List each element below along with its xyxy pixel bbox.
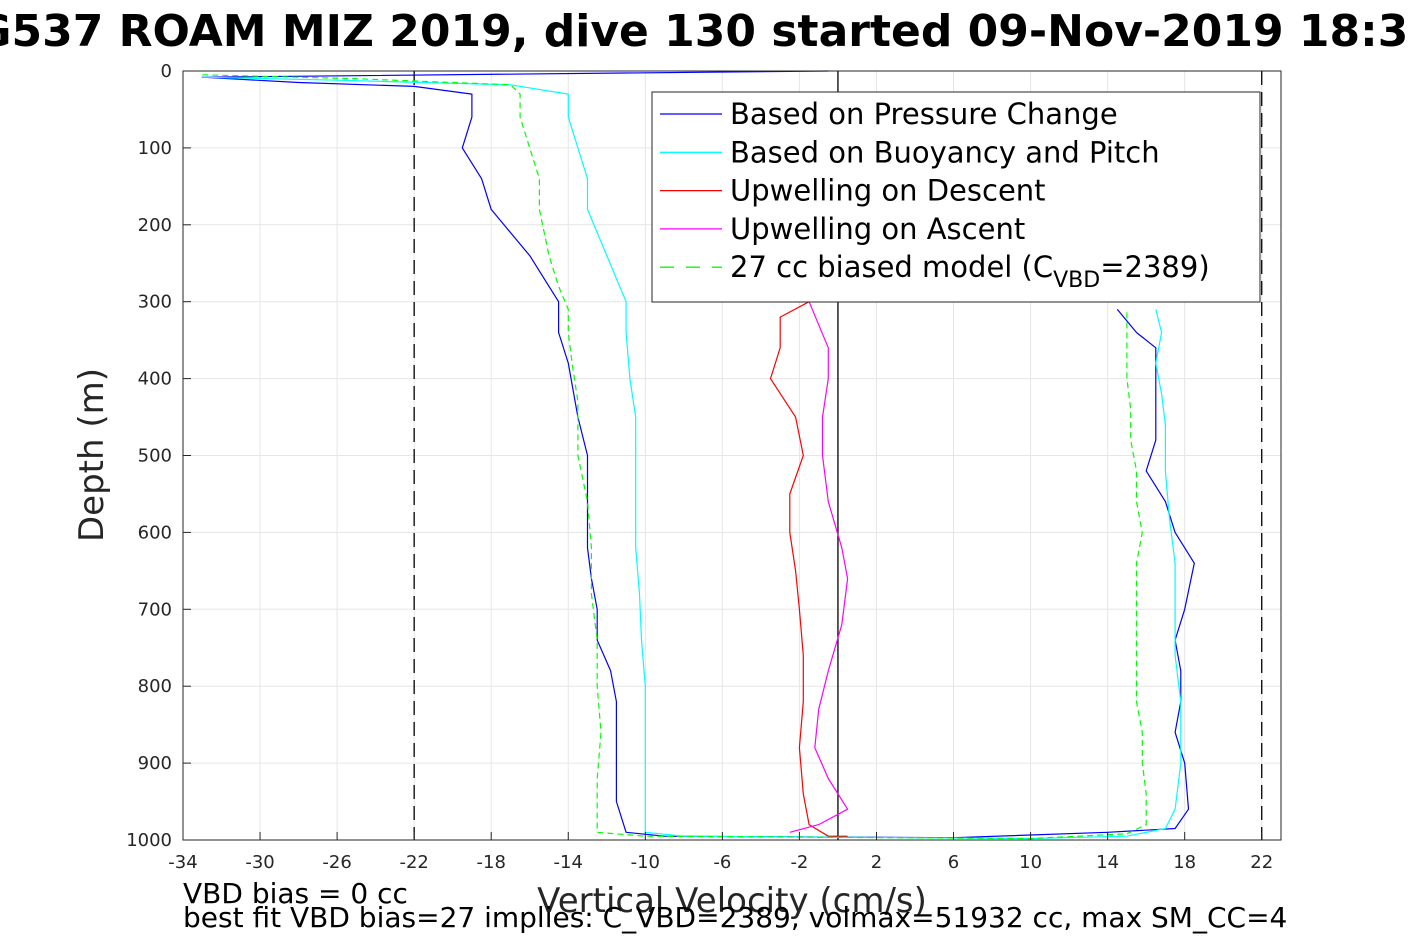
y-tick-label: 500 [138,446,172,467]
x-tick-label: -14 [554,852,583,873]
legend-label: Based on Pressure Change [730,97,1118,131]
x-tick-label: -34 [168,852,197,873]
x-axis-label: Vertical Velocity (cm/s) [537,881,927,921]
y-axis-label: Depth (m) [72,368,112,542]
legend-label: Based on Buoyancy and Pitch [730,135,1160,169]
x-tick-label: -2 [790,852,808,873]
y-tick-label: 200 [138,215,172,236]
y-tick-label: 100 [138,138,172,159]
x-tick-label: -10 [631,852,660,873]
y-tick-label: 0 [161,61,172,82]
y-tick-label: 800 [138,676,172,697]
y-tick-label: 400 [138,369,172,390]
series-line-1 [202,76,1182,840]
y-tick-label: 300 [138,292,172,313]
series-line-2 [769,301,848,837]
legend-box [651,91,1261,303]
x-tick-label: -26 [322,852,351,873]
legend-label: 27 cc biased model (CVBD=2389) [730,250,1210,293]
x-tick-label: 14 [1096,852,1119,873]
series-group [201,70,1195,840]
annotation-vbd-bias: VBD bias = 0 cc [183,877,408,910]
x-tick-label: 6 [948,852,959,873]
y-tick-label: 600 [138,522,172,543]
legend-label-subscript: VBD [1053,268,1100,293]
y-tick-label: 700 [138,599,172,620]
y-tick-label: 900 [138,753,172,774]
x-tick-label: 18 [1173,852,1196,873]
x-tick-label: -18 [477,852,506,873]
x-tick-label: 22 [1250,852,1273,873]
legend-label-main: 27 cc biased model (C [730,250,1053,284]
x-tick-label: -30 [245,852,274,873]
legend-label: Upwelling on Descent [730,174,1046,208]
chart-title: SG537 ROAM MIZ 2019, dive 130 started 09… [0,6,1408,57]
x-tick-label: -6 [713,852,731,873]
x-tick-label: 10 [1019,852,1042,873]
y-tick-label: 1000 [126,830,172,851]
series-line-3 [789,301,849,833]
legend: Based on Pressure Change Based on Buoyanc… [651,91,1261,303]
series-line-0 [201,70,1195,839]
x-tick-label: -22 [399,852,428,873]
annotation-best-fit: best fit VBD bias=27 implies: C_VBD=2389… [183,901,1287,934]
ticks: -34 -30 -26 -22 -18 -14 -10 -6 -2 2 6 10 14 18 2201002… [126,61,1273,873]
legend-label-tail: =2389) [1100,250,1209,284]
series-line-4 [202,74,1147,840]
legend-label: Upwelling on Ascent [730,212,1025,246]
x-tick-label: 2 [871,852,882,873]
